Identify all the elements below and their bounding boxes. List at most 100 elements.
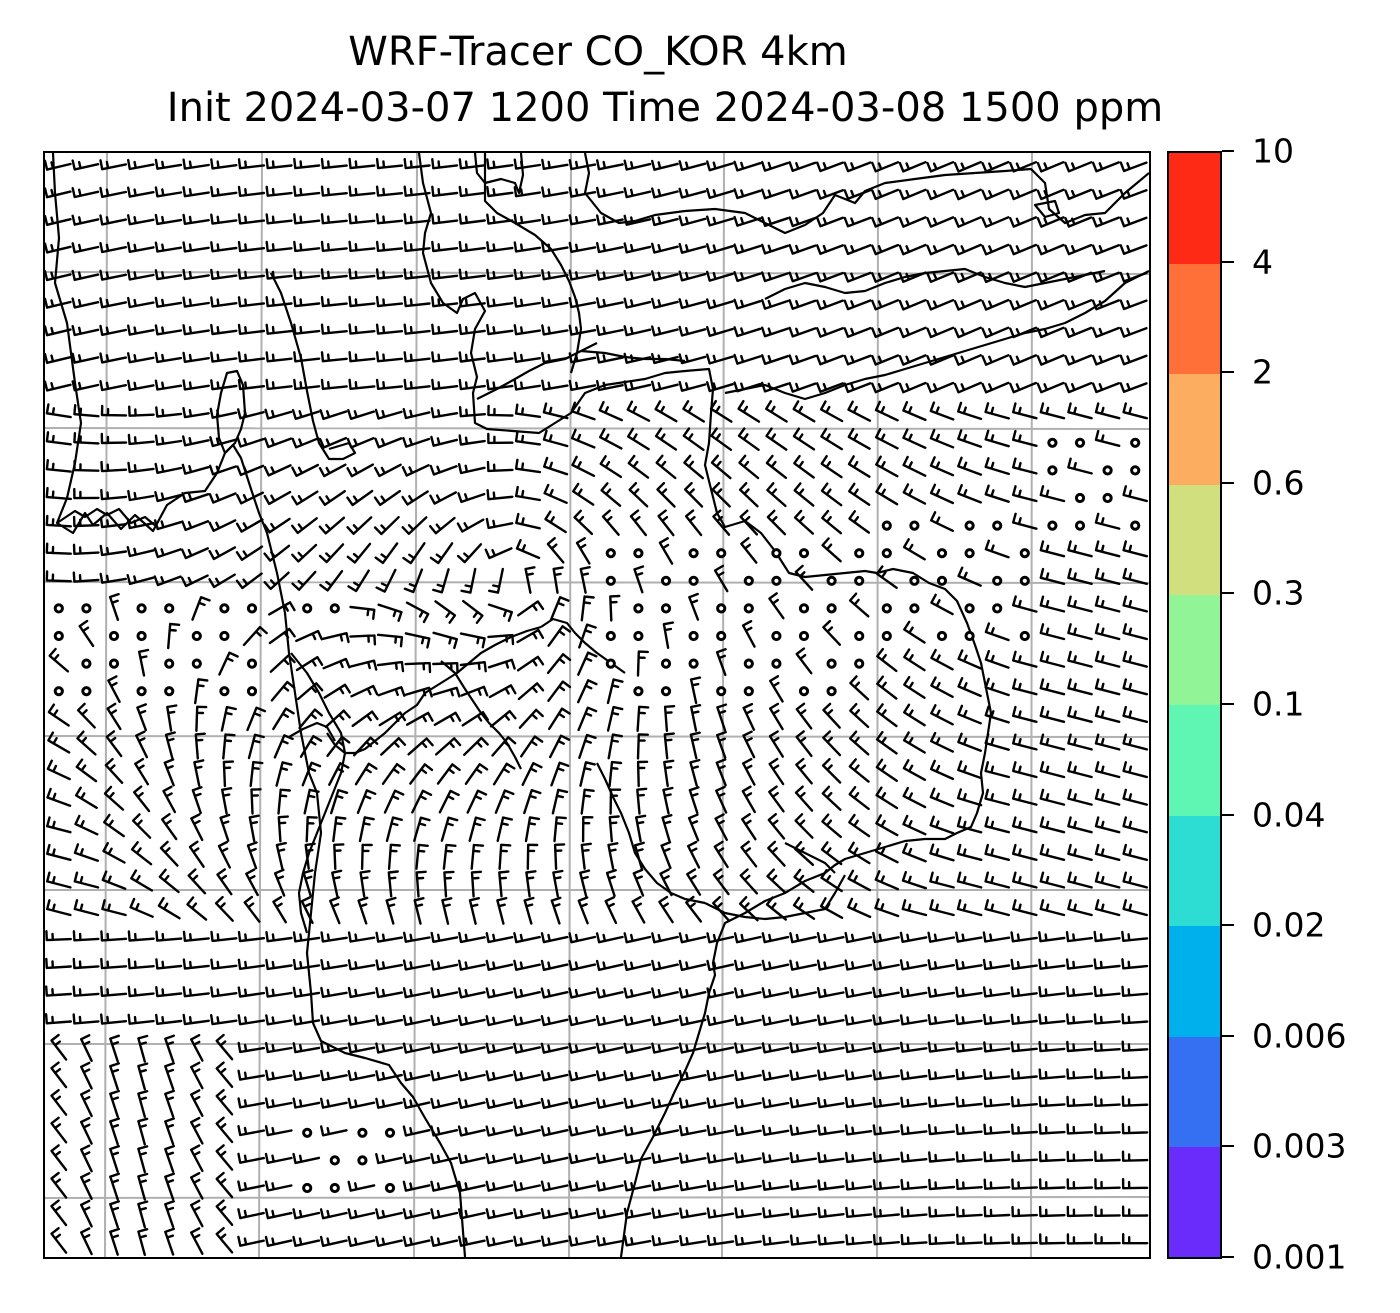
wind-barb: [678, 1042, 707, 1054]
colorbar-tick-label: 0.1: [1252, 684, 1305, 724]
wind-barb: [983, 1123, 1011, 1135]
wind-barb: [319, 409, 348, 421]
wind-barb: [1010, 1041, 1038, 1053]
wind-barb: [1009, 188, 1038, 201]
wind-barb: [596, 1180, 624, 1192]
wind-barb: [817, 1014, 845, 1026]
wind-barb: [429, 516, 456, 535]
wind-barb: [663, 759, 675, 788]
wind-barb: [402, 436, 431, 448]
wind-barb: [816, 244, 844, 255]
wind-barb: [1122, 650, 1148, 668]
wind-barb: [659, 868, 673, 897]
wind-barb: [208, 519, 237, 532]
wind-barb: [45, 431, 72, 446]
wind-barb: [360, 843, 373, 870]
wind-barb: [768, 757, 785, 786]
wind-barb: [321, 632, 350, 644]
wind-barb: [956, 843, 983, 861]
wind-barb: [155, 406, 183, 418]
wind-barb: [845, 1234, 873, 1246]
wind-barb: [847, 400, 872, 422]
wind-barb: [187, 868, 207, 895]
wind-barb: [71, 297, 100, 309]
wind-barb: [218, 651, 239, 676]
wind-barb: [1009, 271, 1038, 283]
wind-barb: [715, 648, 727, 677]
calm-wind-circle: [329, 1182, 340, 1194]
wind-barb: [210, 296, 238, 308]
wind-barb: [792, 896, 816, 920]
colorbar-tick-label: 0.3: [1252, 573, 1305, 613]
wind-barb: [953, 271, 982, 284]
wind-barb: [820, 427, 843, 451]
wind-barb: [1094, 705, 1121, 723]
wind-barb: [927, 1096, 956, 1108]
wind-barb: [789, 1207, 818, 1219]
wind-barb: [431, 296, 459, 308]
wind-barb: [486, 268, 514, 280]
wind-barb: [409, 763, 434, 785]
wind-barb: [190, 1089, 204, 1117]
wind-barb: [1091, 161, 1120, 173]
wind-barb: [71, 187, 100, 199]
wind-barb: [1011, 1233, 1038, 1245]
wind-barb: [486, 158, 514, 170]
wind-barb: [595, 959, 624, 971]
calm-wind-circle: [605, 575, 616, 586]
wind-barb: [320, 931, 348, 943]
wind-barb: [182, 158, 210, 170]
wind-barb: [872, 1041, 900, 1054]
wind-barb: [486, 460, 514, 473]
wind-barb: [706, 353, 734, 365]
wind-barb: [221, 787, 233, 815]
wind-barb: [789, 1234, 818, 1246]
wind-barb: [741, 785, 756, 814]
wind-barb: [540, 1097, 569, 1109]
wind-barb: [687, 840, 701, 869]
wind-barb: [1094, 678, 1121, 696]
wind-barb: [210, 379, 238, 391]
calm-wind-circle: [108, 658, 120, 669]
wind-barb: [706, 1234, 735, 1247]
wind-barb: [182, 241, 210, 253]
wind-barb: [154, 269, 183, 281]
wind-barb: [927, 1041, 956, 1053]
wind-barb: [374, 542, 399, 565]
wind-barb: [154, 186, 183, 198]
wind-barb: [956, 1233, 983, 1245]
wind-barb: [248, 814, 260, 843]
wind-barb: [957, 704, 982, 725]
wind-barb: [761, 932, 790, 944]
wind-barb: [293, 351, 321, 363]
wind-barb: [789, 1069, 817, 1081]
wind-barb: [515, 512, 541, 530]
wind-barb: [215, 1033, 234, 1061]
wind-barb: [623, 242, 652, 254]
calm-wind-circle: [633, 630, 644, 642]
wind-barb: [50, 1033, 68, 1061]
wind-barb: [847, 869, 871, 892]
wind-barb: [1094, 402, 1121, 420]
wind-barb: [761, 298, 789, 310]
wind-barb: [164, 1062, 175, 1091]
wind-barb: [216, 868, 233, 896]
wind-barb: [572, 482, 595, 506]
wind-barb: [430, 959, 459, 971]
wind-barb: [816, 959, 845, 971]
wind-barb: [485, 1042, 514, 1054]
wind-barb: [898, 326, 927, 339]
wind-barb: [485, 1208, 514, 1220]
wind-barb: [898, 188, 927, 201]
wind-barb: [127, 461, 155, 474]
wind-barb: [984, 899, 1010, 917]
wind-barb: [329, 896, 341, 925]
wind-barb: [679, 1152, 707, 1164]
wind-barb: [377, 686, 406, 697]
wind-barb: [462, 599, 484, 624]
wind-barb: [1065, 931, 1094, 943]
wind-barb: [264, 1180, 293, 1192]
wind-barb: [596, 269, 624, 281]
wind-barb: [871, 188, 900, 201]
wind-barb: [73, 404, 100, 418]
